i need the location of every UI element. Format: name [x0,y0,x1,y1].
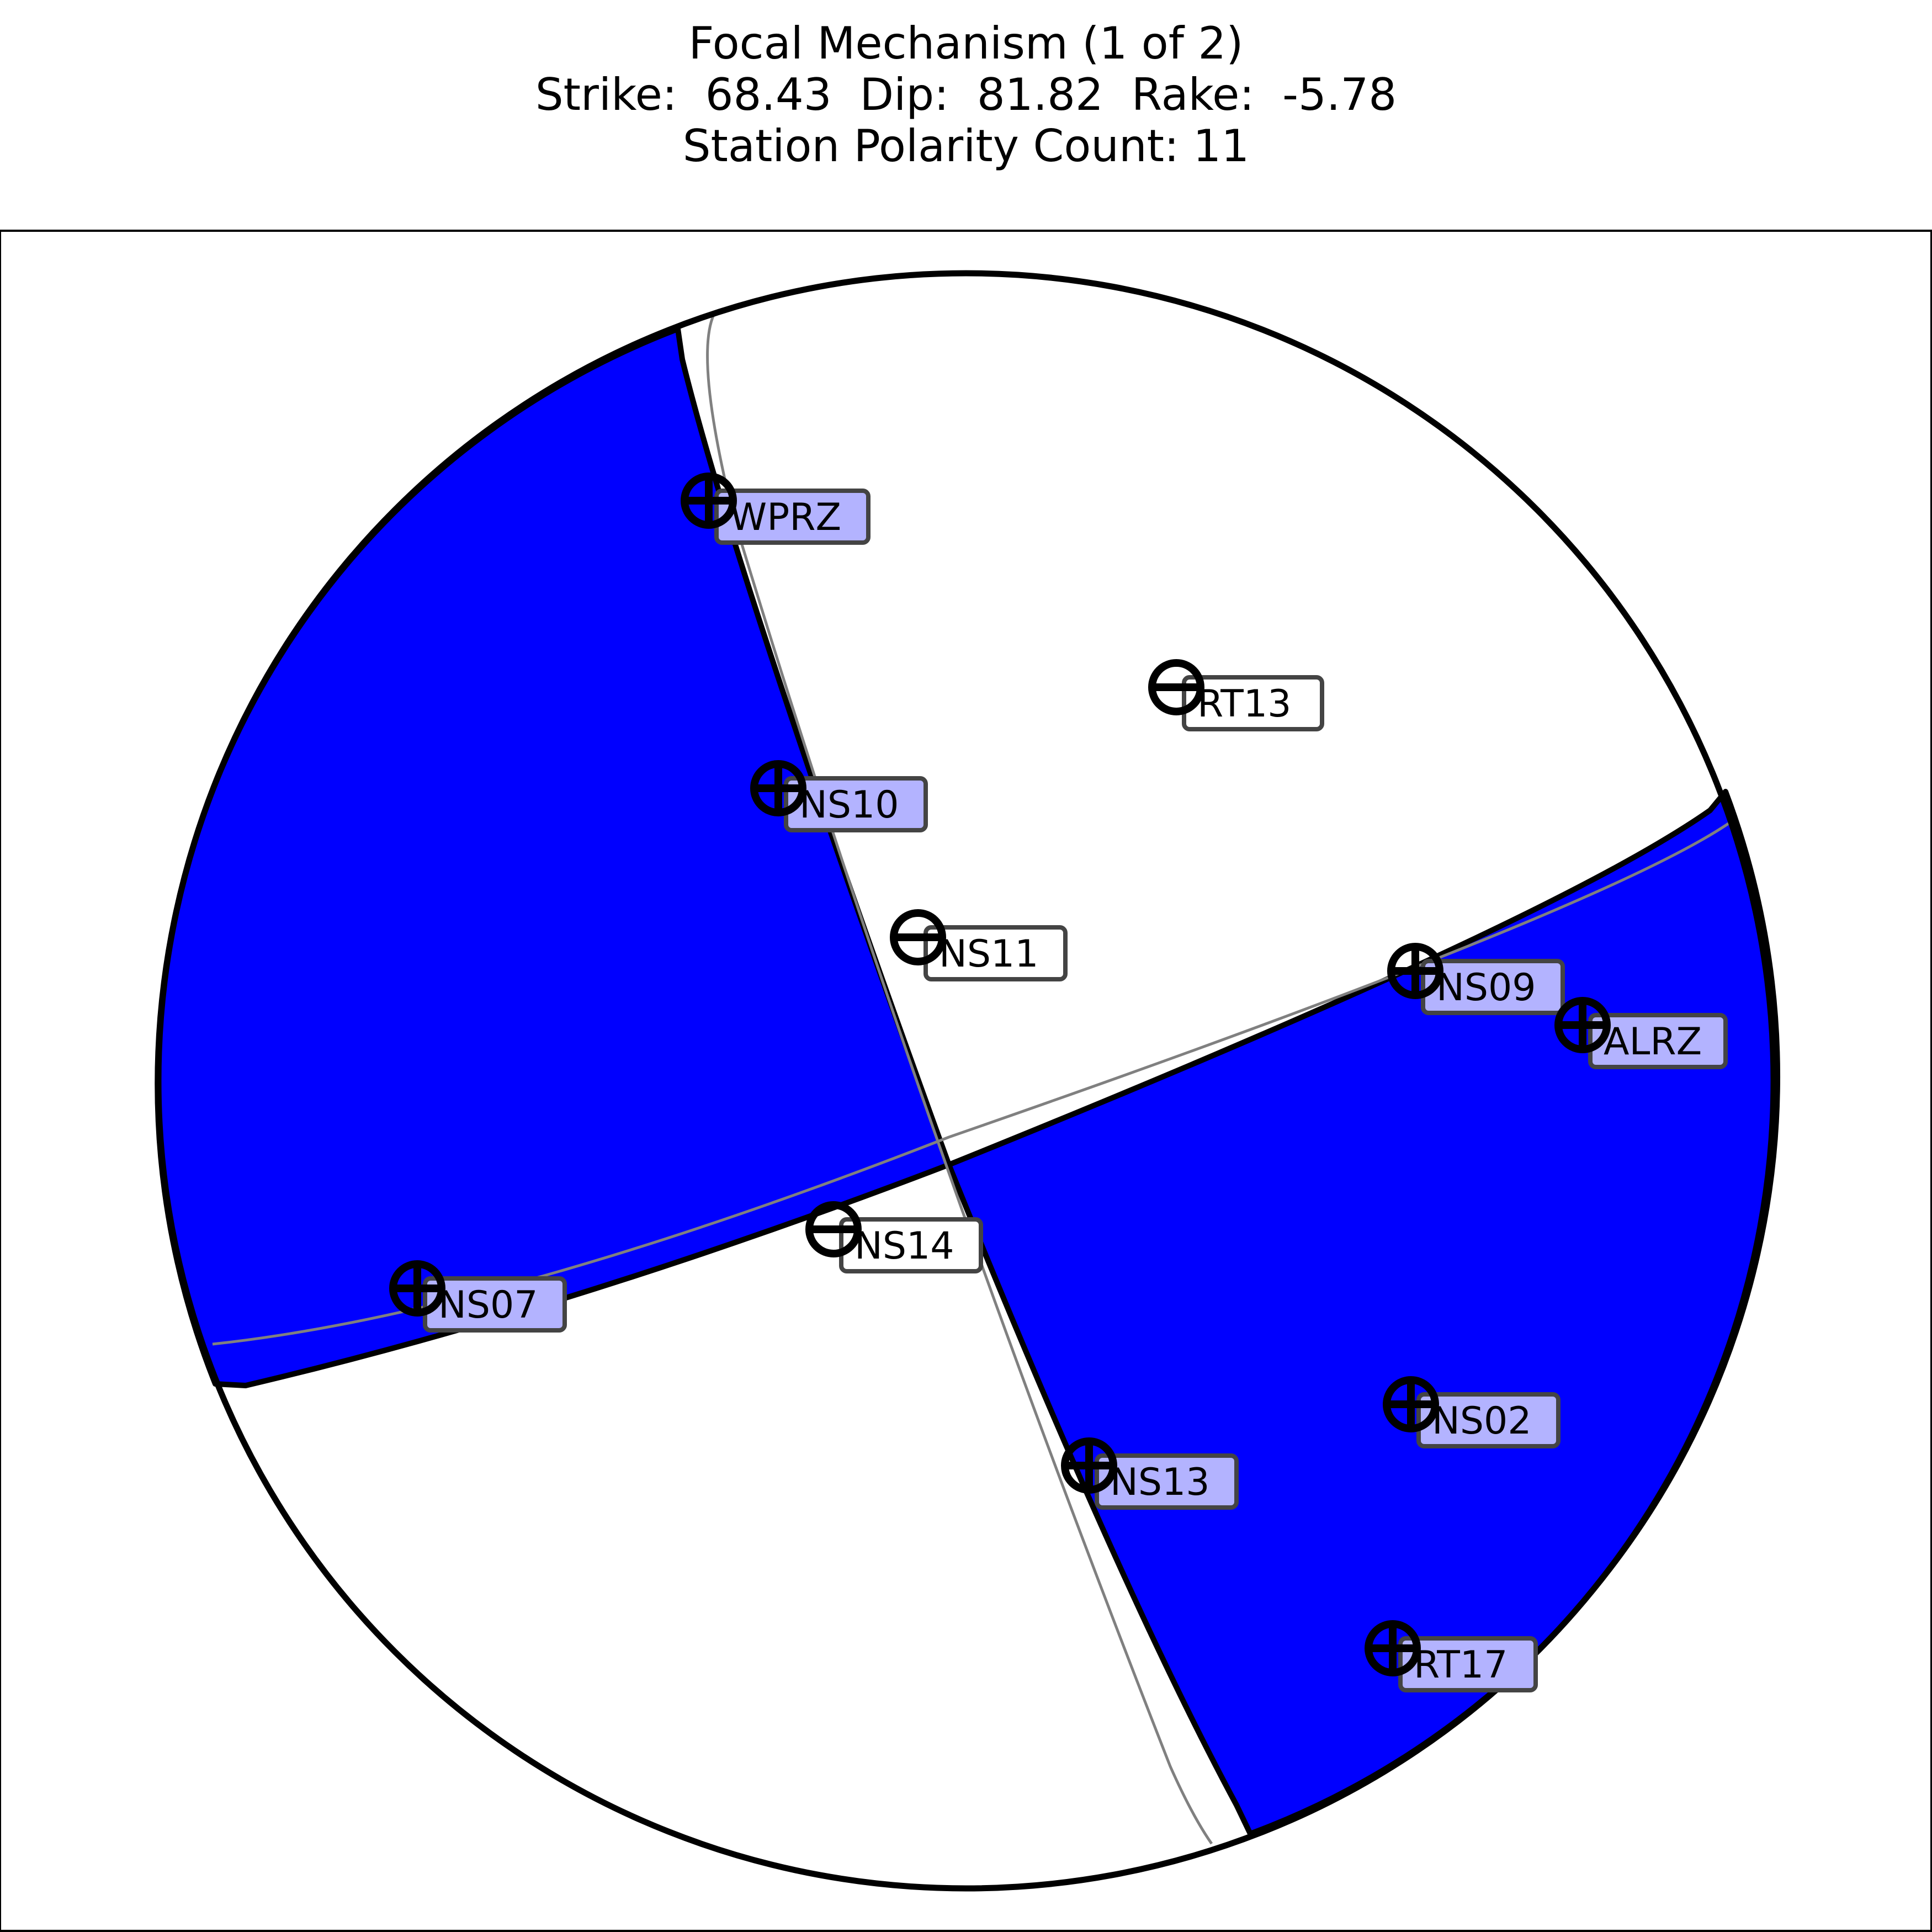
station-label: NS02 [1432,1399,1532,1443]
station-label: NS14 [854,1224,954,1268]
station-ns14: NS14 [805,1201,983,1273]
station-label: NS13 [1110,1461,1210,1504]
station-ns02: NS02 [1383,1376,1561,1448]
station-label: ALRZ [1604,1020,1702,1064]
station-wprz: WPRZ [681,473,871,545]
station-label: NS11 [939,932,1039,976]
station-label: NS07 [438,1283,538,1327]
station-ns10: NS10 [750,760,928,832]
station-label: RT13 [1197,682,1291,726]
station-rt13: RT13 [1148,659,1324,731]
station-ns11: NS11 [890,909,1068,981]
station-label: NS09 [1436,966,1536,1010]
station-label-box [1095,1453,1239,1510]
figure-title: Focal Mechanism (1 of 2) Strike: 68.43 D… [0,18,1932,172]
station-ns07: NS07 [389,1260,567,1333]
station-alrz: ALRZ [1554,997,1728,1069]
title-line-polarity-count: Station Polarity Count: 11 [682,120,1250,172]
beachball-outline [155,270,1777,1892]
station-rt17: RT17 [1365,1620,1538,1692]
station-label-box [1182,675,1324,731]
station-label: RT17 [1414,1643,1508,1687]
station-label-box [839,1217,983,1273]
station-label-box [923,925,1068,981]
station-label-box [1398,1636,1538,1692]
title-line-mechanism: Focal Mechanism (1 of 2) [688,18,1244,69]
station-ns09: NS09 [1387,943,1565,1015]
station-label-box [423,1276,567,1333]
title-line-parameters: Strike: 68.43 Dip: 81.82 Rake: -5.78 [535,69,1397,120]
auxiliary-plane-line-1 [706,314,1213,1845]
station-label-box [1588,1013,1728,1069]
station-label: WPRZ [730,496,841,539]
station-label-box [1416,1392,1561,1448]
station-label-box [714,489,871,545]
station-label: NS10 [799,783,899,827]
stations-layer: WPRZ RT13 NS10 NS11 NS09 ALRZ NS14 NS07 NS02 NS13… [389,473,1728,1692]
station-label-box [784,776,928,832]
station-label-box [1421,959,1565,1015]
station-ns13: NS13 [1061,1437,1239,1510]
